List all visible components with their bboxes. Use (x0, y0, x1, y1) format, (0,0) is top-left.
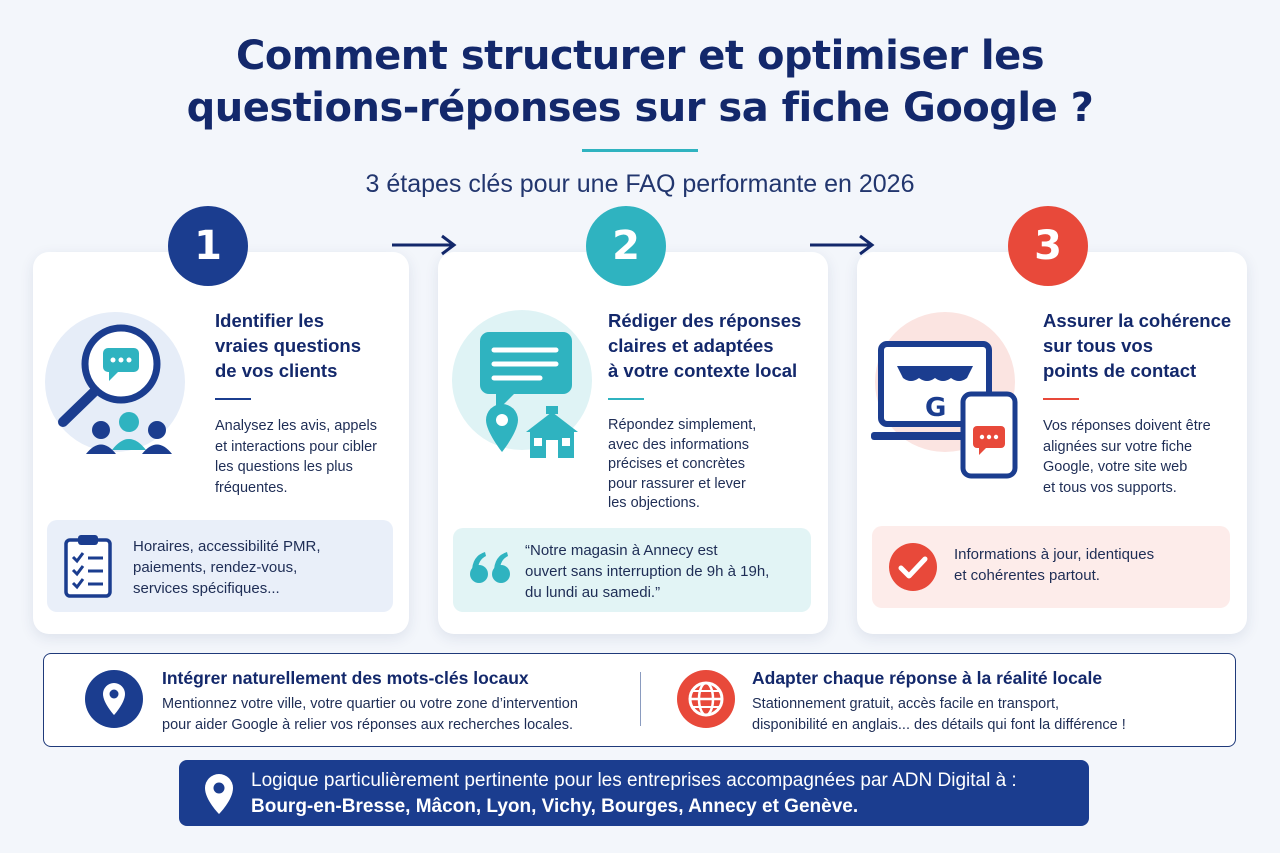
arrow-right-icon (810, 234, 875, 256)
step-2-example-text: “Notre magasin à Annecy est ouvert sans … (525, 542, 770, 601)
tip-right-text: Stationnement gratuit, accès facile en t… (752, 696, 1126, 733)
title-line-1: Comment structurer et optimiser les (235, 33, 1045, 79)
tip-left-title: Intégrer naturellement des mots-clés loc… (162, 668, 529, 688)
laptop-phone-google-icon: G (871, 312, 1018, 479)
footer-text: Logique particulièrement pertinente pour… (251, 770, 1017, 791)
magnifier-chat-people-icon (45, 312, 185, 454)
tip-left-text: Mentionnez votre ville, votre quartier o… (162, 696, 578, 733)
globe-icon (677, 670, 735, 728)
tips-band: Intégrer naturellement des mots-clés loc… (43, 653, 1236, 747)
step-card-1: Identifier les vraies questions de vos c… (33, 252, 409, 634)
step-2-title: Rédiger des réponses claires et adaptées… (608, 310, 802, 381)
step-2-example-box: “Notre magasin à Annecy est ouvert sans … (453, 528, 811, 612)
step-card-3: G Assurer la cohérence sur tous vos poin… (857, 252, 1247, 634)
step-badge-2: 2 (586, 206, 666, 286)
step-3-rule (1043, 398, 1079, 400)
step-1-example-box: Horaires, accessibilité PMR, paiements, … (47, 520, 393, 612)
step-1-text: Analysez les avis, appels et interaction… (215, 418, 377, 496)
step-3-text: Vos réponses doivent être alignées sur v… (1043, 418, 1211, 496)
chat-bubble-store-pin-icon (452, 310, 592, 458)
step-badge-1: 1 (168, 206, 248, 286)
step-2-text: Répondez simplement, avec des informatio… (608, 417, 757, 511)
page-subtitle: 3 étapes clés pour une FAQ performante e… (365, 170, 915, 198)
step-card-2: Rédiger des réponses claires et adaptées… (438, 252, 828, 634)
step-1-title: Identifier les vraies questions de vos c… (215, 310, 362, 381)
step-1-rule (215, 398, 251, 400)
step-3-title: Assurer la cohérence sur tous vos points… (1043, 310, 1232, 381)
check-circle-icon (889, 543, 937, 591)
footer-cities: Bourg-en-Bresse, Mâcon, Lyon, Vichy, Bou… (251, 796, 859, 817)
tip-right-title: Adapter chaque réponse à la réalité loca… (752, 668, 1103, 688)
location-pin-icon (205, 774, 233, 814)
title-underline (582, 149, 698, 152)
footer-banner: Logique particulièrement pertinente pour… (179, 760, 1089, 826)
location-pin-icon (85, 670, 143, 728)
title-line-2: questions-réponses sur sa fiche Google ? (186, 85, 1094, 131)
step-3-example-text: Informations à jour, identiques et cohér… (954, 546, 1155, 584)
step-badge-3: 3 (1008, 206, 1088, 286)
step-3-example-box: Informations à jour, identiques et cohér… (872, 526, 1230, 608)
arrow-right-icon (392, 234, 457, 256)
band-divider (640, 672, 641, 726)
step-1-example-text: Horaires, accessibilité PMR, paiements, … (133, 538, 321, 597)
step-2-rule (608, 398, 644, 400)
quote-icon (470, 552, 510, 583)
clipboard-checklist-icon (64, 535, 112, 598)
page-title: Comment structurer et optimiser les ques… (0, 30, 1280, 134)
svg-text:G: G (925, 393, 946, 423)
